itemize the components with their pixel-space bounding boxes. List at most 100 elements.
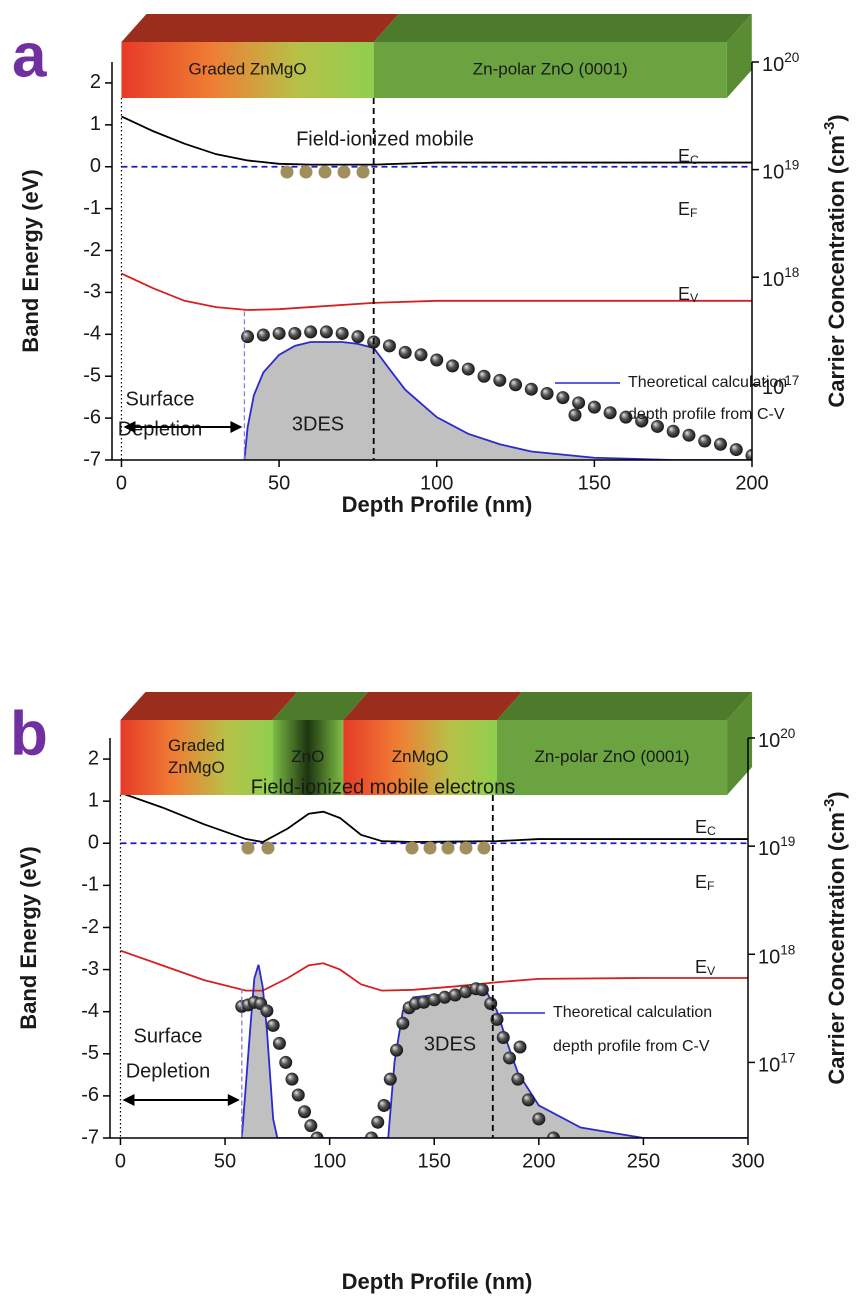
layer-top (343, 692, 522, 720)
x-axis-label: Depth Profile (nm) (342, 492, 533, 517)
y-tick-label: -7 (81, 1126, 99, 1148)
x-tick-label: 100 (420, 472, 453, 494)
electron (405, 841, 419, 855)
electron (299, 165, 313, 179)
cv-point (496, 1030, 510, 1044)
cv-point (521, 1093, 535, 1107)
arrow-head (227, 1094, 240, 1106)
annotation: Field-ionized mobile electrons (251, 776, 516, 798)
cv-point (371, 1115, 385, 1129)
cv-point (546, 1131, 560, 1138)
cv-point (430, 353, 444, 367)
x-tick-label: 200 (522, 1150, 555, 1172)
cv-point (260, 1004, 274, 1018)
cv-point (382, 339, 396, 353)
cv-point (713, 437, 727, 451)
cv-point (272, 326, 286, 340)
layer-front (121, 42, 374, 98)
cv-point (445, 359, 459, 373)
arrow-head (230, 421, 243, 433)
cv-point (298, 1105, 312, 1119)
layer-label: ZnMgO (168, 758, 225, 777)
band-label: EF (695, 872, 715, 893)
x-tick-label: 0 (116, 472, 127, 494)
cv-point (241, 330, 255, 344)
electron (356, 165, 370, 179)
cv-point (587, 400, 601, 414)
y2-tick-label: 1017 (762, 373, 799, 399)
x-tick-label: 50 (214, 1150, 236, 1172)
cv-point (532, 1112, 546, 1126)
layer-top (120, 692, 298, 720)
layer-label: Graded (168, 736, 225, 755)
x-tick-label: 100 (313, 1150, 346, 1172)
y-tick-label: 2 (90, 71, 101, 93)
layer-top (373, 14, 752, 42)
y-tick-label: 0 (88, 832, 99, 854)
y-tick-label: -3 (83, 281, 101, 303)
cv-point (603, 406, 617, 420)
y2-axis-label: Carrier Concentration (cm-3) (821, 791, 849, 1084)
cv-point (414, 348, 428, 362)
cv-point (448, 988, 462, 1002)
x-axis-label: Depth Profile (nm) (342, 1269, 533, 1294)
y-tick-label: -4 (81, 1000, 99, 1022)
legend-label: Theoretical calculation (553, 1004, 712, 1021)
cv-point (256, 328, 270, 342)
curve (121, 115, 752, 166)
band-label: EV (695, 957, 716, 978)
y-tick-label: -1 (83, 197, 101, 219)
curve (240, 964, 748, 1138)
x-tick-label: 0 (115, 1150, 126, 1172)
annotation: 3DES (424, 1033, 476, 1055)
electron (280, 165, 294, 179)
cv-point (398, 345, 412, 359)
band-label: EC (695, 817, 716, 838)
y-tick-label: -5 (81, 1042, 99, 1064)
cv-point (310, 1131, 324, 1138)
cv-point (477, 369, 491, 383)
electron (459, 841, 473, 855)
cv-point (572, 396, 586, 410)
cv-point (511, 1072, 525, 1086)
x-tick-label: 250 (627, 1150, 660, 1172)
x-tick-label: 50 (268, 472, 290, 494)
cv-point (461, 362, 475, 376)
y-axis-label: Band Energy (eV) (16, 846, 41, 1029)
layer-label: ZnO (291, 747, 324, 766)
y2-tick-label: 1019 (758, 834, 795, 860)
cv-point (304, 1119, 318, 1133)
band-label: EV (678, 284, 699, 305)
electron (261, 841, 275, 855)
electron (477, 841, 491, 855)
cv-point (493, 373, 507, 387)
layer-front (272, 720, 344, 795)
y2-tick-label: 1019 (762, 158, 799, 184)
cv-point (509, 378, 523, 392)
annotation: Surface (126, 388, 195, 410)
cv-point (698, 434, 712, 448)
cv-point (285, 1072, 299, 1086)
y-tick-label: 0 (90, 155, 101, 177)
cv-point (383, 1072, 397, 1086)
cv-point (266, 1018, 280, 1032)
electron (337, 165, 351, 179)
cv-point (396, 1016, 410, 1030)
electron (423, 841, 437, 855)
electron (241, 841, 255, 855)
cv-point (288, 326, 302, 340)
annotation: Field-ionized mobile (296, 128, 474, 150)
cv-point (540, 386, 554, 400)
y-tick-label: -1 (81, 874, 99, 896)
cv-point (304, 325, 318, 339)
layer-side (726, 14, 752, 98)
y-tick-label: -3 (81, 958, 99, 980)
y2-tick-label: 1018 (762, 265, 799, 291)
annotation: Depletion (126, 1060, 211, 1082)
cv-point (272, 1036, 286, 1050)
y-tick-label: -6 (83, 406, 101, 428)
cv-point (556, 391, 570, 405)
x-tick-label: 200 (735, 472, 768, 494)
cv-point (650, 419, 664, 433)
y-tick-label: -4 (83, 323, 101, 345)
